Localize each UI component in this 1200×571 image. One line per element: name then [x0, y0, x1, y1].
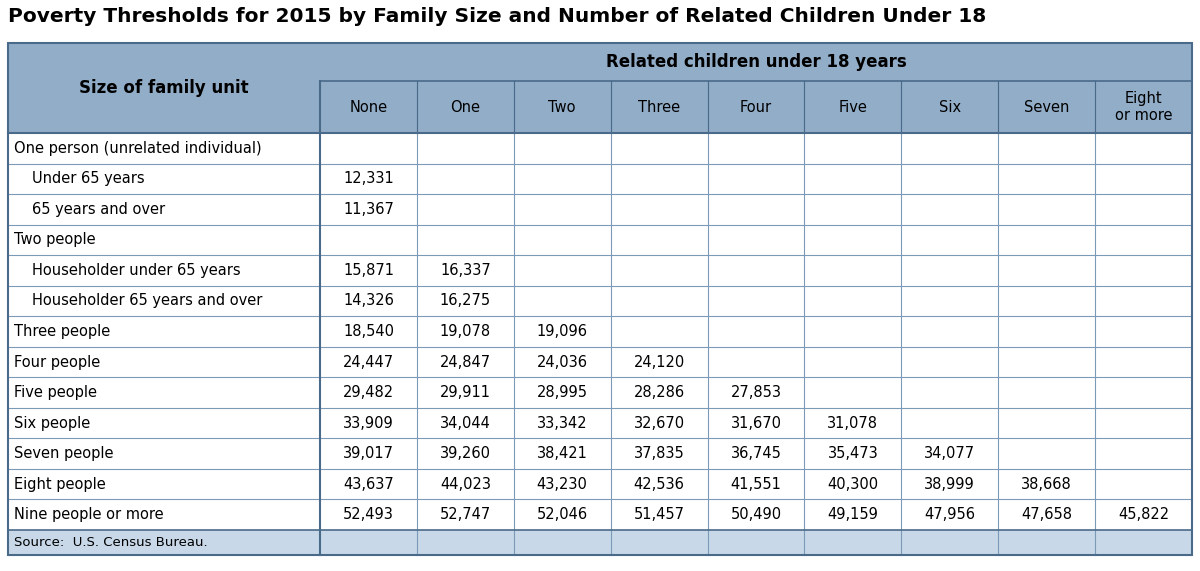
Text: Three people: Three people [14, 324, 110, 339]
Text: 31,078: 31,078 [827, 416, 878, 431]
Text: Five people: Five people [14, 385, 97, 400]
Text: Six: Six [938, 99, 961, 115]
Text: 49,159: 49,159 [828, 507, 878, 522]
Text: 33,909: 33,909 [343, 416, 394, 431]
Text: 24,036: 24,036 [536, 355, 588, 369]
Text: Six people: Six people [14, 416, 90, 431]
Text: 39,260: 39,260 [440, 446, 491, 461]
Text: Householder under 65 years: Householder under 65 years [32, 263, 241, 278]
Text: One: One [450, 99, 480, 115]
Text: Five: Five [839, 99, 868, 115]
Text: 38,668: 38,668 [1021, 477, 1072, 492]
Text: Householder 65 years and over: Householder 65 years and over [32, 293, 263, 308]
Text: One person (unrelated individual): One person (unrelated individual) [14, 141, 262, 156]
Text: Seven people: Seven people [14, 446, 114, 461]
Text: None: None [349, 99, 388, 115]
Text: 45,822: 45,822 [1118, 507, 1169, 522]
Text: Source:  U.S. Census Bureau.: Source: U.S. Census Bureau. [14, 536, 208, 549]
Text: 24,847: 24,847 [439, 355, 491, 369]
Text: Related children under 18 years: Related children under 18 years [606, 53, 906, 71]
Text: 43,637: 43,637 [343, 477, 394, 492]
Text: 15,871: 15,871 [343, 263, 394, 278]
Text: 47,956: 47,956 [924, 507, 976, 522]
Text: 42,536: 42,536 [634, 477, 684, 492]
Text: 38,421: 38,421 [536, 446, 588, 461]
Text: 52,747: 52,747 [439, 507, 491, 522]
Text: 27,853: 27,853 [731, 385, 781, 400]
Text: 43,230: 43,230 [536, 477, 588, 492]
Text: Eight
or more: Eight or more [1115, 91, 1172, 123]
Bar [8, 43, 1192, 133]
Text: Two: Two [548, 99, 576, 115]
Text: 38,999: 38,999 [924, 477, 976, 492]
Text: Four: Four [740, 99, 772, 115]
Text: 41,551: 41,551 [731, 477, 781, 492]
Text: 65 years and over: 65 years and over [32, 202, 166, 217]
Text: Nine people or more: Nine people or more [14, 507, 163, 522]
Text: 16,275: 16,275 [439, 293, 491, 308]
Text: Size of family unit: Size of family unit [79, 79, 248, 97]
Text: Eight people: Eight people [14, 477, 106, 492]
Text: 35,473: 35,473 [828, 446, 878, 461]
Text: 36,745: 36,745 [731, 446, 781, 461]
Bar [8, 530, 1192, 555]
Text: 34,077: 34,077 [924, 446, 976, 461]
Text: 29,482: 29,482 [343, 385, 394, 400]
Text: 16,337: 16,337 [440, 263, 491, 278]
Text: 50,490: 50,490 [731, 507, 781, 522]
Text: 32,670: 32,670 [634, 416, 685, 431]
Bar [8, 133, 1192, 530]
Text: 47,658: 47,658 [1021, 507, 1072, 522]
Text: Seven: Seven [1024, 99, 1069, 115]
Text: 19,078: 19,078 [439, 324, 491, 339]
Text: 29,911: 29,911 [440, 385, 491, 400]
Text: 12,331: 12,331 [343, 171, 394, 186]
Text: 40,300: 40,300 [827, 477, 878, 492]
Text: 52,046: 52,046 [536, 507, 588, 522]
Text: 51,457: 51,457 [634, 507, 685, 522]
Text: 19,096: 19,096 [536, 324, 588, 339]
Text: 24,120: 24,120 [634, 355, 685, 369]
Text: 14,326: 14,326 [343, 293, 394, 308]
Text: 11,367: 11,367 [343, 202, 394, 217]
Text: 28,286: 28,286 [634, 385, 685, 400]
Text: Four people: Four people [14, 355, 101, 369]
Text: Under 65 years: Under 65 years [32, 171, 145, 186]
Text: 18,540: 18,540 [343, 324, 394, 339]
Bar [8, 43, 1192, 555]
Text: 44,023: 44,023 [440, 477, 491, 492]
Text: 33,342: 33,342 [536, 416, 588, 431]
Text: 34,044: 34,044 [440, 416, 491, 431]
Text: 31,670: 31,670 [731, 416, 781, 431]
Text: 24,447: 24,447 [343, 355, 394, 369]
Text: Poverty Thresholds for 2015 by Family Size and Number of Related Children Under : Poverty Thresholds for 2015 by Family Si… [8, 7, 986, 26]
Text: 37,835: 37,835 [634, 446, 684, 461]
Text: Three: Three [638, 99, 680, 115]
Text: 39,017: 39,017 [343, 446, 394, 461]
Text: 28,995: 28,995 [536, 385, 588, 400]
Text: 52,493: 52,493 [343, 507, 394, 522]
Text: Two people: Two people [14, 232, 96, 247]
